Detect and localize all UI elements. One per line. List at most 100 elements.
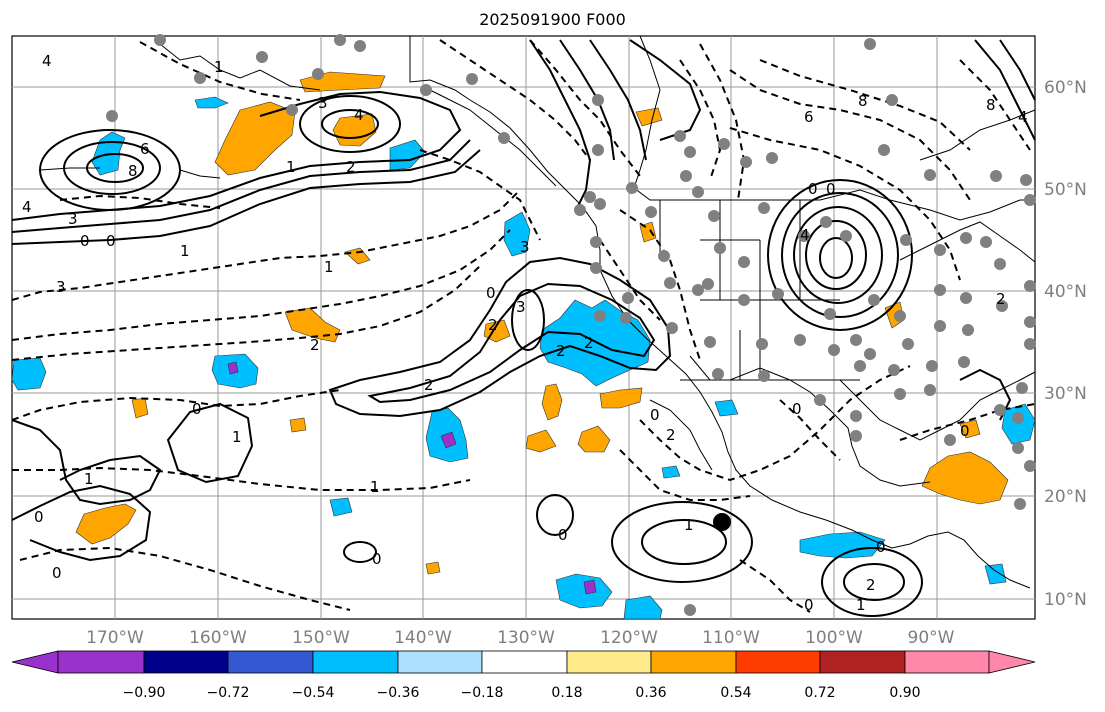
- longitude-labels: 170°W 160°W 150°W 140°W 130°W 120°W 110°…: [86, 628, 955, 648]
- contour-label: 2: [424, 376, 434, 394]
- colorbar-swatch: [904, 650, 990, 674]
- contour-label: 4: [22, 198, 32, 216]
- contour-label: 0: [486, 284, 496, 302]
- contour-label: 4: [800, 226, 810, 244]
- orange-patch: [425, 561, 441, 575]
- contour-label: 0: [34, 508, 44, 526]
- blue-patch: [555, 573, 613, 609]
- colorbar-max-extend: [988, 650, 1036, 674]
- lat-label: 40°N: [1044, 282, 1087, 302]
- colorbar-label: −0.18: [461, 685, 504, 701]
- lat-label: 30°N: [1044, 384, 1087, 404]
- contour-label: 1: [856, 596, 866, 614]
- contour-label: 2: [488, 316, 498, 334]
- latitude-labels: 60°N 50°N 40°N 30°N 20°N 10°N: [1044, 78, 1087, 610]
- contour-label: 0: [650, 406, 660, 424]
- colorbar-label: 0.72: [804, 685, 835, 701]
- contour-label: 0: [80, 232, 90, 250]
- contour-labels: 4 1 3 4 2 1 6 8 4 3 1 0 0 1 3 2 3 0 3 2 …: [22, 52, 1028, 614]
- contour-label: 0: [558, 526, 568, 544]
- blue-patch: [329, 497, 353, 517]
- colorbar-label: 0.36: [635, 685, 666, 701]
- lon-label: 110°W: [702, 628, 760, 648]
- blue-patch: [389, 139, 426, 171]
- chart-title: 2025091900 F000: [479, 10, 626, 29]
- lon-label: 130°W: [497, 628, 555, 648]
- blue-patch: [661, 465, 681, 479]
- colorbar-swatch: [143, 650, 229, 674]
- contour-label: 3: [318, 94, 328, 112]
- contour-label: 0: [372, 550, 382, 568]
- contour-label: 8: [858, 92, 868, 110]
- contour-label: 2: [666, 426, 676, 444]
- contour-label: 8: [128, 162, 138, 180]
- colorbar-label: −0.36: [377, 685, 420, 701]
- contour-label: 0: [960, 422, 970, 440]
- contour-label: 0: [106, 232, 116, 250]
- blue-patch: [194, 96, 229, 109]
- blue-patch: [11, 357, 47, 391]
- orange-patch: [525, 429, 557, 453]
- contour-label: 6: [140, 140, 150, 158]
- colorbar-swatch: [227, 650, 314, 674]
- contour-label: 4: [1018, 108, 1028, 126]
- contour-label: 1: [214, 58, 224, 76]
- dashed-contours: [11, 39, 1036, 613]
- orange-patch: [921, 451, 1009, 505]
- orange-patch: [959, 419, 981, 439]
- lon-label: 140°W: [394, 628, 452, 648]
- colorbar-label: −0.90: [123, 685, 166, 701]
- orange-patch: [635, 107, 663, 127]
- contour-label: 2: [310, 336, 320, 354]
- contour-label: 4: [354, 106, 364, 124]
- contour-label: 1: [370, 478, 380, 496]
- purple-patch: [227, 361, 239, 375]
- contour-label: 1: [684, 516, 694, 534]
- lat-label: 10°N: [1044, 590, 1087, 610]
- lon-label: 100°W: [805, 628, 863, 648]
- contour-label: 2: [584, 334, 594, 352]
- colorbar-swatch: [650, 650, 737, 674]
- colorbar-label: −0.72: [207, 685, 250, 701]
- colorbar-label: 0.54: [720, 685, 751, 701]
- contour-label: 1: [84, 470, 94, 488]
- contour-label: 0: [826, 180, 836, 198]
- orange-patch: [577, 425, 611, 453]
- contour-label: 3: [520, 238, 530, 256]
- lon-label: 150°W: [292, 628, 350, 648]
- purple-patch: [583, 579, 597, 595]
- contour-label: 3: [56, 278, 66, 296]
- contour-label: 3: [68, 210, 78, 228]
- colorbar-min-extend: [11, 650, 59, 674]
- blue-patch: [799, 531, 886, 559]
- colorbar-swatch: [312, 650, 399, 674]
- contour-label: 0: [192, 400, 202, 418]
- colorbar-swatch: [566, 650, 652, 674]
- contour-label: 1: [180, 242, 190, 260]
- colorbar-swatch: [57, 650, 145, 674]
- contour-label: 1: [324, 258, 334, 276]
- colorbar-swatch: [735, 650, 821, 674]
- colorbar: [11, 650, 1036, 674]
- orange-patch: [599, 387, 643, 409]
- contour-label: 0: [52, 564, 62, 582]
- contour-label: 2: [866, 576, 876, 594]
- blue-patch: [984, 563, 1007, 585]
- blue-patch: [1001, 403, 1036, 445]
- contour-label: 0: [792, 400, 802, 418]
- contour-label: 2: [996, 290, 1006, 308]
- contour-label: 0: [804, 596, 814, 614]
- colorbar-swatch: [481, 650, 568, 674]
- coastlines: [39, 35, 1036, 589]
- purple-patch: [440, 431, 457, 449]
- contour-label: 1: [232, 428, 242, 446]
- colorbar-swatch: [819, 650, 906, 674]
- contour-label: 2: [346, 158, 356, 176]
- lon-label: 120°W: [600, 628, 658, 648]
- colorbar-labels: −0.90 −0.72 −0.54 −0.36 −0.18 0.18 0.36 …: [123, 685, 921, 701]
- colorbar-swatch: [397, 650, 483, 674]
- contour-label: 8: [986, 96, 996, 114]
- map-frame: [11, 35, 1036, 620]
- contour-label: 0: [808, 180, 818, 198]
